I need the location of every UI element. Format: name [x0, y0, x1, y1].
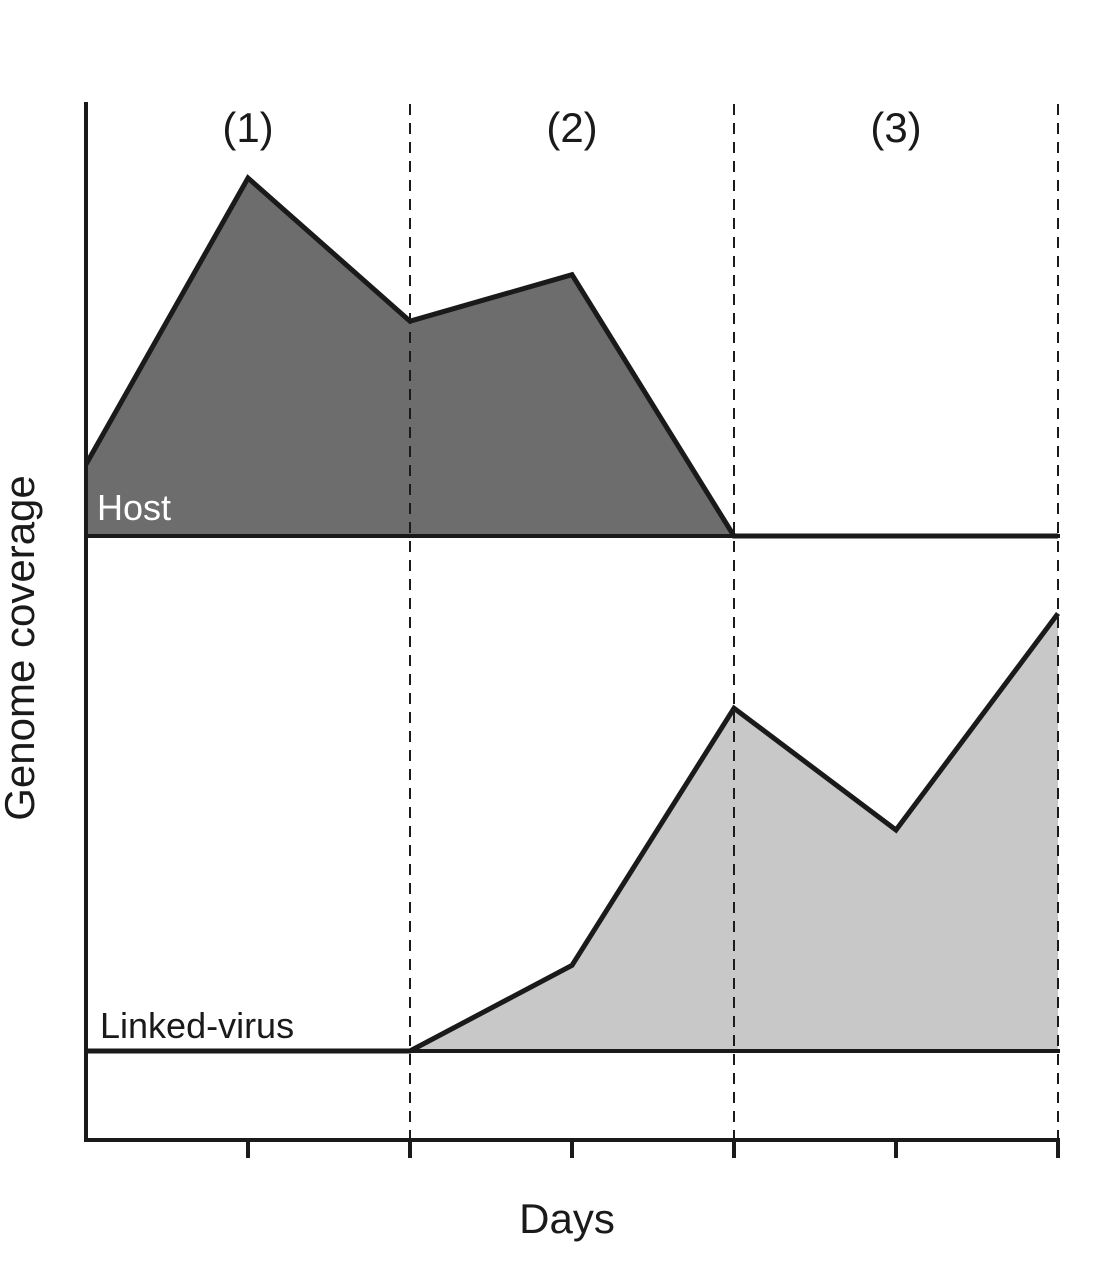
series-label-layer: Host Linked-virus [97, 487, 294, 1046]
series-line-1 [83, 174, 1058, 539]
phase-divider-layer [409, 104, 1059, 1140]
series-line-2 [86, 612, 1061, 1054]
y-axis-label: Genome coverage [0, 475, 43, 821]
phase-label-layer: (1) (2) (3) [222, 104, 921, 151]
series-label-1: Host [97, 487, 171, 528]
series-area-1 [86, 178, 1058, 536]
phase-label-3: (3) [870, 104, 921, 151]
series-area-2 [86, 613, 1058, 1051]
x-tick-layer [246, 1140, 1060, 1158]
phase-label-2: (2) [546, 104, 597, 151]
series-label-2: Linked-virus [100, 1005, 294, 1046]
phase-label-1: (1) [222, 104, 273, 151]
x-axis-label: Days [519, 1195, 615, 1242]
area-layer [83, 174, 1061, 1054]
